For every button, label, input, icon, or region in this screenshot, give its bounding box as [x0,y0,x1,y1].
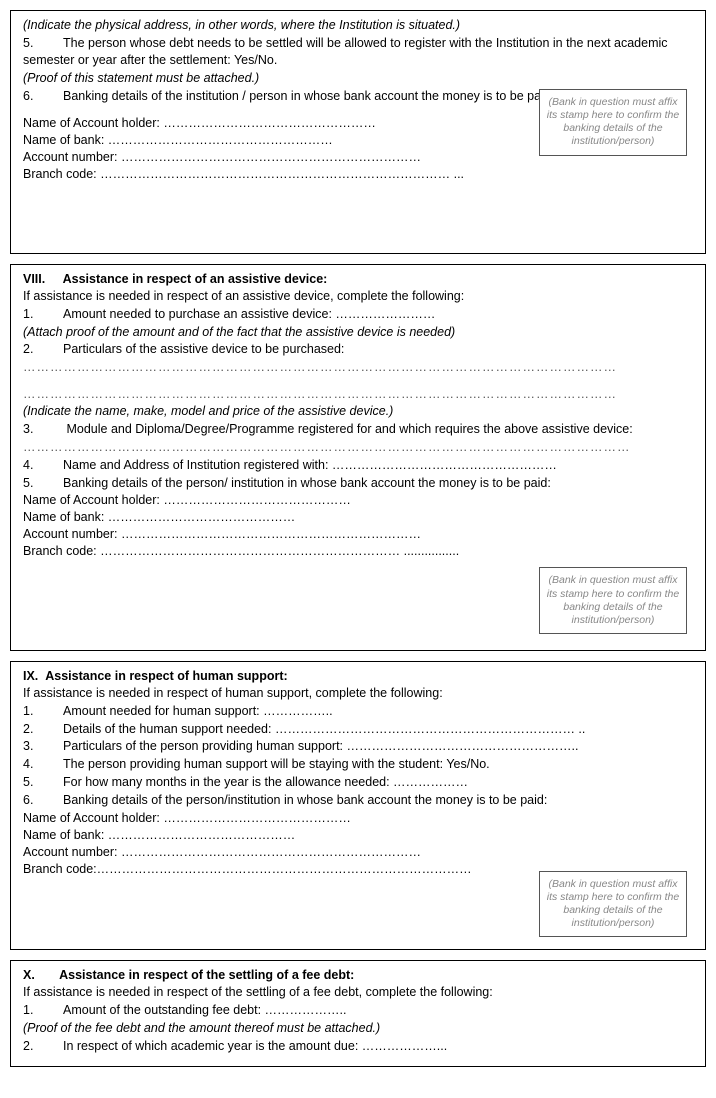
dotted-line-2: …………………………………………………………………………………………………………… [23,386,693,403]
item-2-text: Particulars of the assistive device to b… [63,342,344,356]
item-5: 5.For how many months in the year is the… [23,774,693,791]
branch-code-line: Branch code: ……………………………………………………………… ..… [23,543,693,560]
item-4-text: Name and Address of Institution register… [63,458,557,472]
item-1: 1.Amount needed for human support: ……………… [23,703,693,720]
item-1: 1.Amount needed to purchase an assistive… [23,306,693,323]
item-4: 4.Name and Address of Institution regist… [23,457,693,474]
item-1-num: 1. [23,703,63,720]
item-5-num: 5. [23,475,63,492]
name-make-note: (Indicate the name, make, model and pric… [23,403,693,420]
section-heading: X. Assistance in respect of the settling… [23,967,693,984]
dotted-line-1: …………………………………………………………………………………………………………… [23,359,693,376]
section-heading: IX. Assistance in respect of human suppo… [23,668,693,685]
item-5: 5.The person whose debt needs to be sett… [23,35,693,69]
branch-code-line: Branch code: ………………………………………………………………………… [23,166,693,183]
section-ix: IX. Assistance in respect of human suppo… [10,661,706,951]
stamp-text: (Bank in question must affix its stamp h… [547,878,679,929]
item-3-text: Particulars of the person providing huma… [63,739,578,753]
bank-name-line: Name of bank: ……………………………………… [23,827,693,844]
item-5-num: 5. [23,35,63,52]
item-6-text: Banking details of the person/institutio… [63,793,547,807]
heading-text: Assistance in respect of human support: [45,669,287,683]
bank-stamp-box: (Bank in question must affix its stamp h… [539,567,687,634]
item-3-num: 3. [23,421,63,438]
item-6-num: 6. [23,792,63,809]
item-6-num: 6. [23,88,63,105]
account-holder-line: Name of Account holder: ……………………………………… [23,810,693,827]
item-3-text: Module and Diploma/Degree/Programme regi… [63,422,633,436]
account-number-line: Account number: ……………………………………………………………… [23,526,693,543]
item-6: 6.Banking details of the person/institut… [23,792,693,809]
item-6-text: Banking details of the institution / per… [63,89,554,103]
item-4-num: 4. [23,756,63,773]
item-1-text: Amount needed for human support: …………….. [63,704,333,718]
bank-stamp-box: (Bank in question must affix its stamp h… [539,89,687,156]
item-2-text: In respect of which academic year is the… [63,1039,447,1053]
item-4-text: The person providing human support will … [63,757,490,771]
account-holder-line: Name of Account holder: ……………………………………… [23,492,693,509]
item-1-text: Amount needed to purchase an assistive d… [63,307,435,321]
account-number-line: Account number: ……………………………………………………………… [23,844,693,861]
item-1: 1.Amount of the outstanding fee debt: ……… [23,1002,693,1019]
section-vii-tail: (Indicate the physical address, in other… [10,10,706,254]
item-2: 2.Details of the human support needed: …… [23,721,693,738]
section-viii: VIII. Assistance in respect of an assist… [10,264,706,651]
section-intro: If assistance is needed in respect of hu… [23,685,693,702]
section-heading: VIII. Assistance in respect of an assist… [23,271,693,288]
stamp-text: (Bank in question must affix its stamp h… [547,574,679,625]
item-3: 3. Module and Diploma/Degree/Programme r… [23,421,693,438]
proof-note: (Proof of this statement must be attache… [23,70,693,87]
item-5-text: The person whose debt needs to be settle… [23,36,668,67]
item-4: 4.The person providing human support wil… [23,756,693,773]
item-5: 5.Banking details of the person/ institu… [23,475,693,492]
section-intro: If assistance is needed in respect of th… [23,984,693,1001]
item-2: 2.In respect of which academic year is t… [23,1038,693,1055]
dotted-line-3: …………………………………………………………………………………………………………… [23,439,693,456]
item-5-text: For how many months in the year is the a… [63,775,468,789]
item-1-num: 1. [23,1002,63,1019]
item-2-num: 2. [23,721,63,738]
item-5-num: 5. [23,774,63,791]
heading-num: X. [23,968,35,982]
item-2: 2.Particulars of the assistive device to… [23,341,693,358]
section-intro: If assistance is needed in respect of an… [23,288,693,305]
item-4-num: 4. [23,457,63,474]
bank-stamp-box: (Bank in question must affix its stamp h… [539,871,687,938]
item-3-num: 3. [23,738,63,755]
heading-text: Assistance in respect of an assistive de… [63,272,328,286]
item-2-text: Details of the human support needed: ………… [63,722,585,736]
item-2-num: 2. [23,341,63,358]
item-1-text: Amount of the outstanding fee debt: …………… [63,1003,346,1017]
heading-text: Assistance in respect of the settling of… [59,968,354,982]
heading-num: VIII. [23,272,45,286]
note-physical-address: (Indicate the physical address, in other… [23,17,693,34]
bank-name-line: Name of bank: ……………………………………… [23,509,693,526]
heading-num: IX. [23,669,38,683]
section-x: X. Assistance in respect of the settling… [10,960,706,1066]
stamp-text: (Bank in question must affix its stamp h… [547,96,679,147]
item-2-num: 2. [23,1038,63,1055]
item-5-text: Banking details of the person/ instituti… [63,476,551,490]
proof-note: (Proof of the fee debt and the amount th… [23,1020,693,1037]
proof-note: (Attach proof of the amount and of the f… [23,324,693,341]
item-3: 3.Particulars of the person providing hu… [23,738,693,755]
item-1-num: 1. [23,306,63,323]
